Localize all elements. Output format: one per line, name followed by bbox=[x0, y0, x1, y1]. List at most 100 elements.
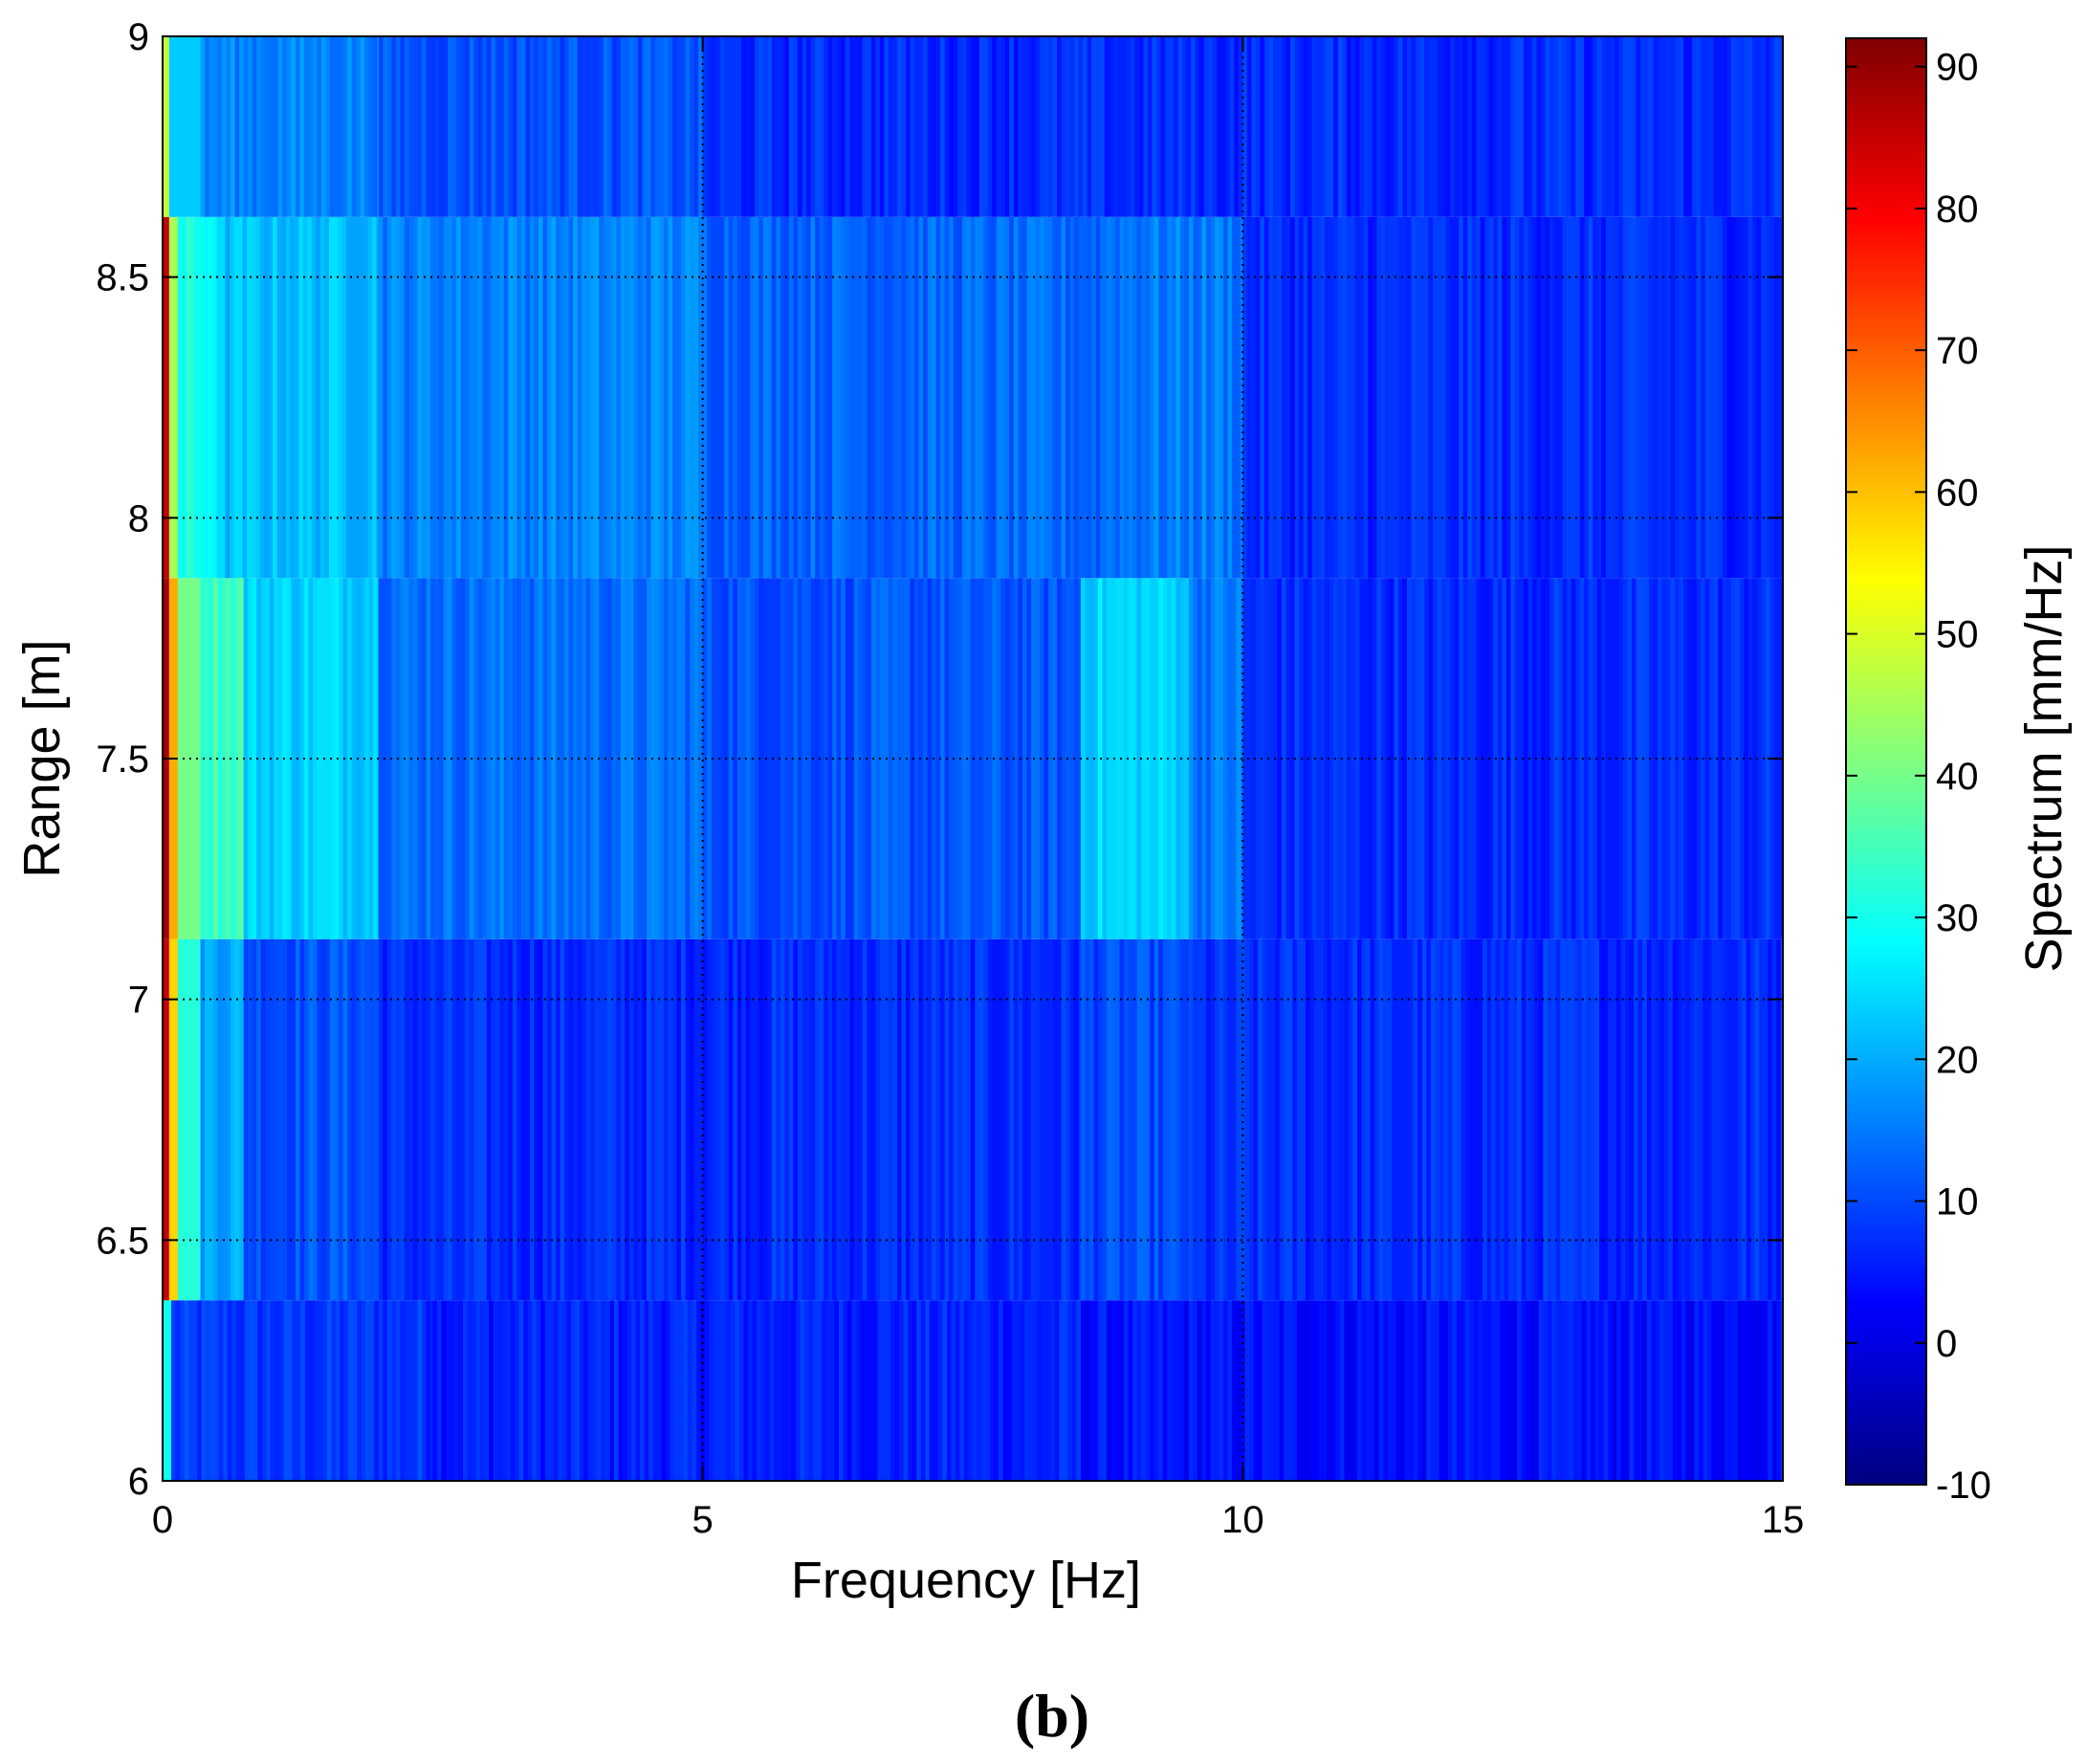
heatmap-cell-bin1-seg5 bbox=[996, 938, 1001, 1301]
heatmap-cell-bin4-seg3 bbox=[451, 36, 457, 217]
heatmap-cell-bin1-seg7 bbox=[1392, 938, 1397, 1301]
heatmap-cell-bin0-seg3 bbox=[1352, 1300, 1358, 1481]
heatmap-cell-bin0-seg2 bbox=[812, 1300, 818, 1481]
heatmap-cell-bin0-seg2 bbox=[687, 1300, 692, 1481]
heatmap-cell-bin1-seg7 bbox=[1352, 938, 1358, 1301]
heatmap-cell-bin1-seg7 bbox=[1262, 938, 1267, 1301]
heatmap-cell-bin3-seg5 bbox=[810, 216, 816, 579]
heatmap-cell-bin0-seg2 bbox=[605, 1300, 611, 1481]
heatmap-cell-bin2-seg5 bbox=[672, 578, 678, 939]
heatmap-cell-bin0-seg1 bbox=[206, 1300, 211, 1481]
heatmap-cell-bin4-seg2 bbox=[239, 36, 245, 217]
heatmap-cell-bin2-seg9 bbox=[1497, 578, 1503, 939]
heatmap-cell-bin1-seg4 bbox=[339, 938, 344, 1301]
heatmap-cell-bin0-seg3 bbox=[1275, 1300, 1281, 1481]
heatmap-cell-bin2-seg6 bbox=[789, 578, 795, 939]
heatmap-cell-bin2-seg9 bbox=[1320, 578, 1326, 939]
heatmap-cell-bin0-seg1 bbox=[386, 1300, 393, 1481]
heatmap-cell-bin0-seg2 bbox=[937, 1300, 943, 1481]
heatmap-cell-bin4-seg4 bbox=[1177, 36, 1183, 217]
heatmap-cell-bin2-seg6 bbox=[728, 578, 734, 939]
heatmap-cell-bin0-seg2 bbox=[951, 1300, 956, 1481]
heatmap-cell-bin0-seg2 bbox=[618, 1300, 624, 1481]
heatmap-cell-bin3-seg6 bbox=[1167, 216, 1173, 579]
heatmap-cell-bin4-seg2 bbox=[234, 36, 240, 217]
heatmap-cell-bin1-seg7 bbox=[1720, 938, 1725, 1301]
heatmap-cell-bin3-seg0 bbox=[166, 216, 170, 579]
heatmap-cell-bin3-seg7 bbox=[1389, 216, 1395, 579]
y-axis-label: Range [m] bbox=[13, 639, 71, 877]
heatmap-cell-bin3-seg6 bbox=[1223, 216, 1229, 579]
heatmap-cell-bin3-seg5 bbox=[918, 216, 924, 579]
colorbar-tick-label: 70 bbox=[1936, 330, 1979, 372]
heatmap-cell-bin0-seg1 bbox=[297, 1300, 302, 1481]
heatmap-cell-bin1-seg5 bbox=[668, 938, 673, 1301]
heatmap-cell-bin4-seg1 bbox=[182, 36, 187, 217]
heatmap-cell-bin0-seg1 bbox=[266, 1300, 272, 1481]
heatmap-cell-bin2-seg5 bbox=[659, 578, 665, 939]
heatmap-cell-bin0-seg1 bbox=[391, 1300, 397, 1481]
heatmap-cell-bin2-seg2 bbox=[177, 578, 183, 939]
heatmap-cell-bin0-seg3 bbox=[1547, 1300, 1552, 1481]
heatmap-cell-bin4-seg4 bbox=[1454, 36, 1460, 217]
heatmap-cell-bin1-seg5 bbox=[378, 938, 384, 1301]
heatmap-cell-bin0-seg3 bbox=[1296, 1300, 1302, 1481]
heatmap-cell-bin1-seg5 bbox=[503, 938, 509, 1301]
heatmap-cell-bin3-seg7 bbox=[1333, 216, 1339, 579]
heatmap-cell-bin3-seg5 bbox=[1009, 216, 1015, 579]
heatmap-cell-bin2-seg5 bbox=[668, 578, 673, 939]
heatmap-cell-bin2-seg6 bbox=[961, 578, 967, 939]
heatmap-cell-bin4-seg4 bbox=[1593, 36, 1598, 217]
heatmap-cell-bin3-seg7 bbox=[1761, 216, 1767, 579]
heatmap-cell-bin3-seg4 bbox=[560, 216, 565, 579]
heatmap-cell-bin1-seg7 bbox=[1409, 938, 1415, 1301]
heatmap-cell-bin3-seg7 bbox=[1484, 216, 1490, 579]
heatmap-cell-bin0-seg2 bbox=[640, 1300, 646, 1481]
heatmap-cell-bin4-seg4 bbox=[1351, 36, 1356, 217]
heatmap-cell-bin4-seg1 bbox=[190, 36, 196, 217]
heatmap-cell-bin1-seg7 bbox=[1188, 938, 1194, 1301]
heatmap-cell-bin4-seg4 bbox=[1462, 36, 1468, 217]
heatmap-cell-bin4-seg4 bbox=[992, 36, 998, 217]
heatmap-cell-bin1-seg5 bbox=[862, 938, 868, 1301]
heatmap-cell-bin0-seg2 bbox=[467, 1300, 472, 1481]
heatmap-cell-bin2-seg9 bbox=[1471, 578, 1477, 939]
heatmap-cell-bin1-seg4 bbox=[252, 938, 257, 1301]
heatmap-cell-bin3-seg7 bbox=[1579, 216, 1585, 579]
heatmap-cell-bin1-seg7 bbox=[1253, 938, 1259, 1301]
heatmap-cell-bin2-seg9 bbox=[1562, 578, 1568, 939]
heatmap-cell-bin1-seg7 bbox=[1404, 938, 1410, 1301]
heatmap-cell-bin0-seg3 bbox=[1110, 1300, 1116, 1481]
heatmap-cell-bin1-seg7 bbox=[1361, 938, 1367, 1301]
heatmap-cell-bin1-seg5 bbox=[642, 938, 648, 1301]
heatmap-cell-bin1-seg5 bbox=[762, 938, 769, 1301]
heatmap-cell-bin1-seg5 bbox=[685, 938, 691, 1301]
heatmap-cell-bin3-seg7 bbox=[1666, 216, 1672, 579]
heatmap-cell-bin2-seg7 bbox=[1167, 578, 1173, 939]
y-tick-label: 6 bbox=[128, 1461, 149, 1503]
heatmap-cell-bin0-seg2 bbox=[731, 1300, 736, 1481]
heatmap-cell-bin2-seg6 bbox=[1048, 578, 1054, 939]
heatmap-cell-bin3-seg6 bbox=[1236, 216, 1241, 579]
heatmap-cell-bin1-seg5 bbox=[542, 938, 548, 1301]
heatmap-cell-bin1-seg5 bbox=[646, 938, 652, 1301]
heatmap-cell-bin4-seg4 bbox=[1704, 36, 1710, 217]
heatmap-cell-bin2-seg9 bbox=[1531, 578, 1538, 939]
heatmap-cell-bin0-seg2 bbox=[899, 1300, 905, 1481]
heatmap-cell-bin4-seg4 bbox=[1380, 36, 1387, 217]
heatmap-cell-bin1-seg5 bbox=[784, 938, 790, 1301]
heatmap-cell-bin0-seg2 bbox=[713, 1300, 719, 1481]
heatmap-cell-bin4-seg4 bbox=[1329, 36, 1334, 217]
heatmap-cell-bin0-seg1 bbox=[288, 1300, 294, 1481]
heatmap-cell-bin1-seg3 bbox=[205, 938, 210, 1301]
y-axis-ticks: 66.577.588.59 bbox=[96, 16, 1783, 1503]
heatmap-cell-bin4-seg4 bbox=[970, 36, 976, 217]
heatmap-cell-bin4-seg4 bbox=[798, 36, 803, 217]
heatmap-cell-bin1-seg7 bbox=[1258, 938, 1263, 1301]
heatmap-cell-bin4-seg4 bbox=[1260, 36, 1265, 217]
heatmap-cell-bin0-seg2 bbox=[623, 1300, 628, 1481]
heatmap-cell-bin3-seg6 bbox=[1153, 216, 1159, 579]
heatmap-cell-bin0-seg3 bbox=[1430, 1300, 1436, 1481]
heatmap-cell-bin2-seg5 bbox=[560, 578, 565, 939]
heatmap-cell-bin0-seg3 bbox=[1504, 1300, 1509, 1481]
